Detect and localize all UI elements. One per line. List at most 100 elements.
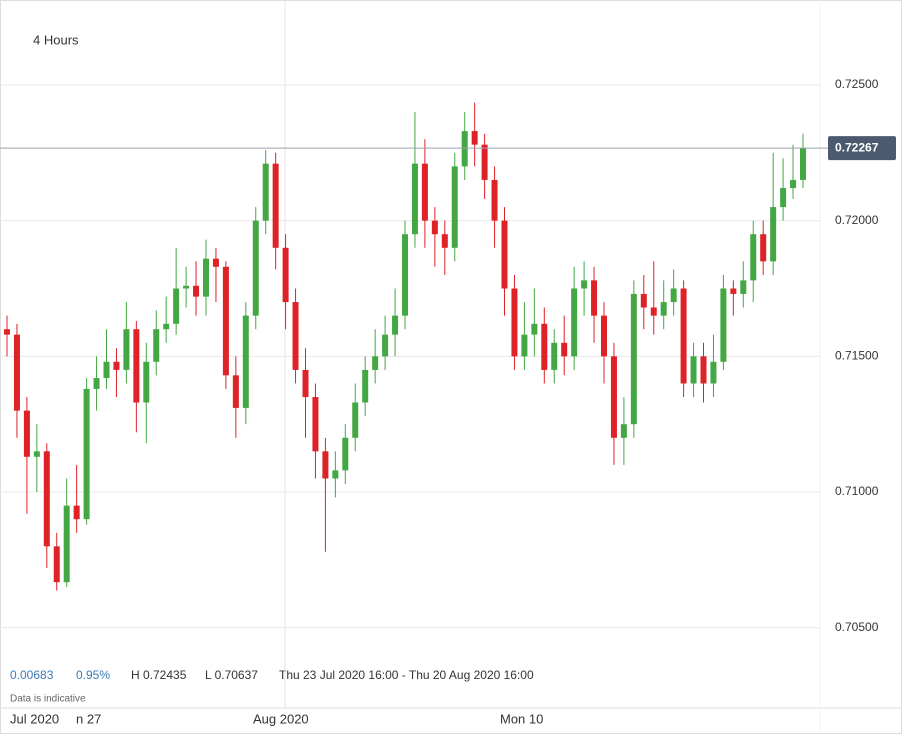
candle-body — [690, 356, 697, 384]
candle-body — [561, 342, 568, 357]
last-price-box — [828, 136, 896, 161]
candle-body — [153, 329, 160, 362]
y-tick-label: 0.71500 — [835, 349, 879, 363]
candle-body — [411, 163, 418, 235]
candle-body — [780, 188, 787, 208]
candle-body — [630, 293, 637, 425]
candle-body — [302, 369, 309, 398]
candle-body — [282, 247, 289, 303]
x-tick-label: n 27 — [76, 711, 101, 726]
candle-body — [372, 356, 379, 370]
y-tick-label: 0.72000 — [835, 213, 879, 227]
candle-body — [660, 302, 667, 316]
candle-body — [242, 315, 249, 408]
y-tick-label: 0.72500 — [835, 77, 879, 91]
y-tick-label: 0.70500 — [835, 620, 879, 634]
candle-body — [740, 280, 747, 294]
candle-body — [640, 293, 647, 308]
candle-body — [720, 288, 727, 362]
candle-body — [33, 451, 40, 457]
period-range: Thu 23 Jul 2020 16:00 - Thu 20 Aug 2020 … — [279, 668, 534, 682]
candle-body — [421, 163, 428, 221]
candle-body — [133, 329, 140, 403]
candle-body — [441, 234, 448, 248]
candle-body — [272, 163, 279, 248]
candle-body — [461, 131, 468, 167]
period-high: H 0.72435 — [131, 668, 187, 682]
candle-body — [4, 329, 10, 335]
x-tick-label: Jul 2020 — [10, 711, 59, 726]
candle-body — [551, 342, 558, 370]
candle-body — [601, 315, 607, 357]
candle-body — [451, 166, 458, 248]
candle-body — [392, 315, 399, 335]
candle-body — [730, 288, 737, 294]
candle-body — [332, 470, 339, 479]
candle-body — [63, 505, 70, 583]
candle-body — [471, 131, 478, 145]
candle-body — [23, 410, 30, 457]
candle-body — [800, 148, 806, 180]
candle-body — [790, 179, 797, 189]
candle-body — [700, 356, 707, 384]
x-tick-label: Mon 10 — [500, 711, 543, 726]
candle-body — [581, 280, 588, 289]
candle-body — [83, 388, 90, 520]
candle-body — [610, 356, 617, 438]
candle-body — [531, 323, 538, 335]
candle-body — [143, 361, 150, 403]
candle-body — [770, 207, 777, 262]
candle-body — [352, 402, 359, 438]
candle-body — [113, 361, 120, 370]
candle-body — [501, 220, 508, 289]
candle-body — [511, 288, 518, 357]
candle-body — [591, 280, 598, 316]
candle-body — [481, 144, 488, 180]
candle-body — [203, 258, 209, 297]
chart-title: 4 Hours — [33, 32, 79, 47]
y-tick-label: 0.71000 — [835, 484, 879, 498]
candle-body — [491, 179, 498, 221]
candle-body — [312, 397, 319, 452]
candle-body — [232, 375, 239, 408]
candle-body — [183, 285, 190, 289]
candle-body — [342, 437, 349, 471]
candle-body — [362, 369, 369, 403]
candle-body — [212, 258, 219, 267]
candle-body — [521, 334, 528, 357]
candle-body — [322, 451, 329, 479]
candle-body — [173, 288, 180, 324]
candle-body — [710, 361, 717, 384]
candle-body — [760, 234, 767, 262]
candle-body — [193, 285, 200, 297]
candle-body — [670, 288, 677, 303]
candle-body — [292, 302, 299, 370]
candle-body — [222, 266, 229, 376]
candle-body — [43, 451, 50, 547]
candle-body — [123, 329, 130, 370]
candle-body — [13, 334, 20, 411]
candle-body — [680, 288, 687, 384]
candle-body — [571, 288, 578, 357]
candle-body — [431, 220, 438, 235]
candle-body — [402, 234, 408, 316]
candle-body — [93, 378, 100, 389]
candle-body — [73, 505, 80, 520]
last-price-label: 0.72267 — [835, 140, 879, 154]
disclaimer: Data is indicative — [10, 694, 86, 705]
change: 0.00683 — [10, 668, 54, 682]
candle-body — [541, 323, 548, 370]
x-tick-label: Aug 2020 — [253, 711, 309, 726]
candle-body — [163, 323, 170, 330]
candle-body — [650, 307, 657, 316]
candle-body — [262, 163, 269, 221]
candle-body — [750, 234, 757, 281]
candle-body — [252, 220, 259, 316]
candle-body — [382, 334, 389, 357]
candle-body — [53, 546, 60, 583]
candle-body — [103, 361, 110, 379]
change-pct: 0.95% — [76, 668, 110, 682]
period-low: L 0.70637 — [205, 668, 258, 682]
